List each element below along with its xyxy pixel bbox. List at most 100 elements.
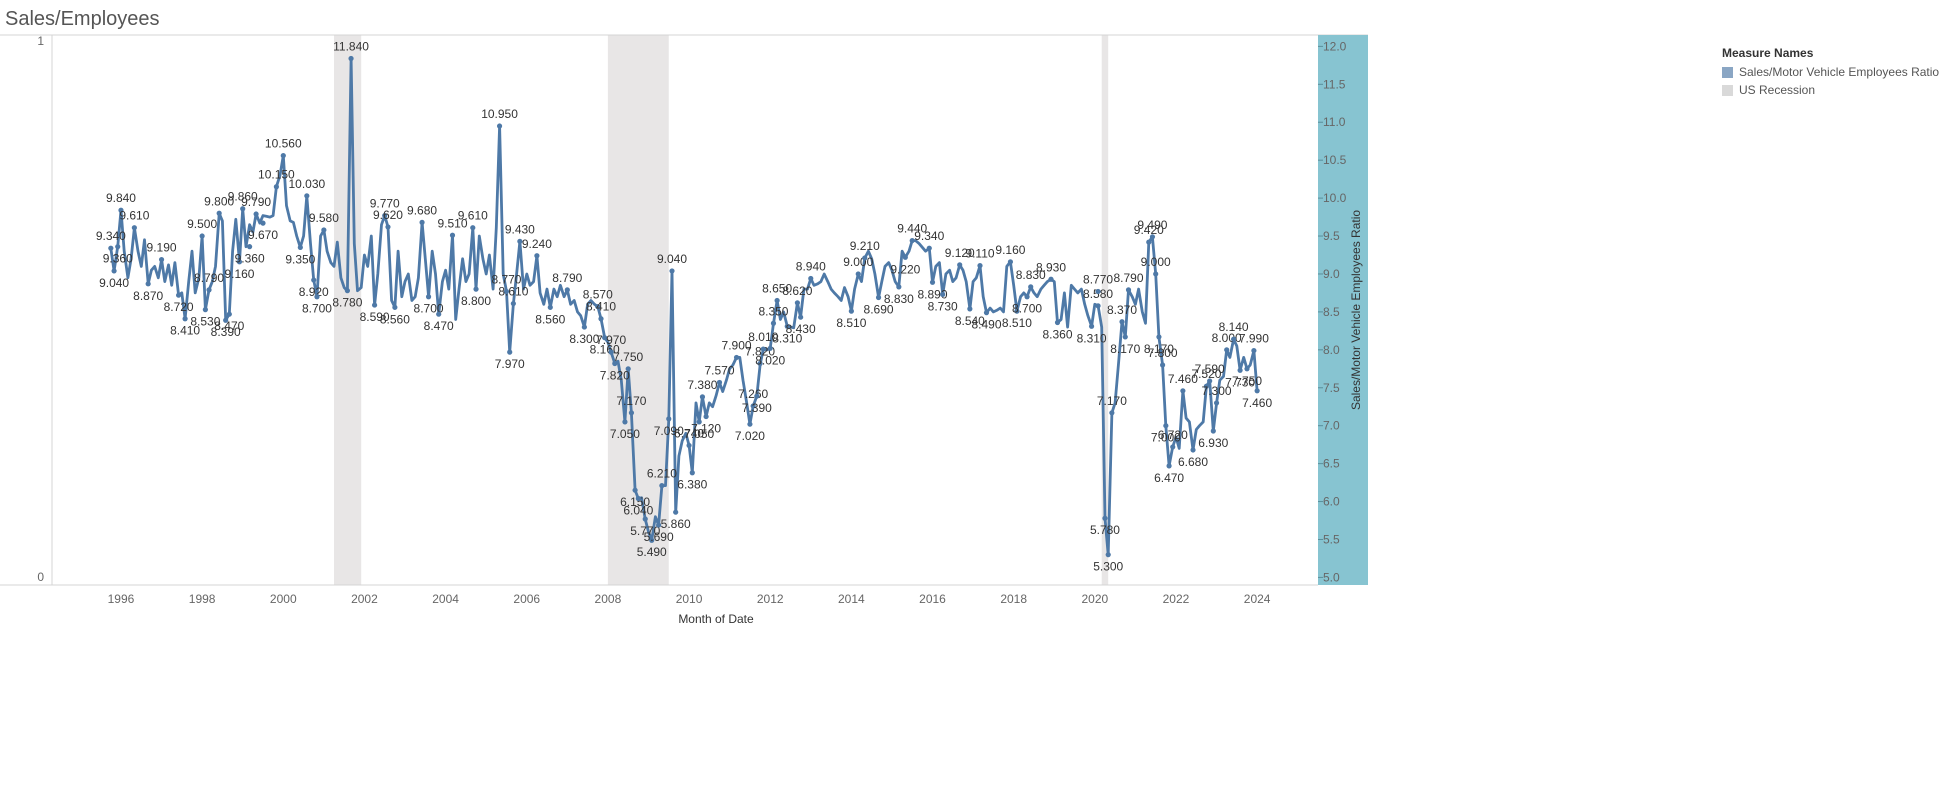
- data-point: [967, 306, 973, 312]
- data-label: 8.770: [1083, 272, 1113, 286]
- data-label: 7.380: [687, 378, 717, 392]
- x-tick-label: 2014: [838, 592, 865, 606]
- data-label: 9.340: [914, 229, 944, 243]
- data-point: [983, 310, 990, 316]
- data-point: [855, 271, 861, 277]
- data-point: [321, 227, 327, 233]
- data-point: [628, 410, 635, 416]
- data-point: [774, 297, 780, 304]
- data-label: 7.460: [1242, 396, 1272, 410]
- data-label: 5.690: [644, 530, 674, 544]
- data-point: [496, 123, 503, 129]
- data-point: [929, 279, 936, 285]
- data-point: [1237, 367, 1243, 373]
- x-tick-label: 2018: [1000, 592, 1027, 606]
- data-point: [115, 244, 121, 250]
- data-point: [767, 345, 773, 351]
- data-point: [1159, 362, 1166, 368]
- data-point: [314, 294, 320, 300]
- y-tick-label: 9.0: [1323, 267, 1340, 281]
- data-point: [669, 268, 675, 274]
- data-point: [977, 263, 983, 269]
- data-point: [311, 277, 317, 283]
- legend-item-recession[interactable]: US Recession: [1722, 83, 1939, 97]
- data-label: 8.700: [302, 302, 332, 316]
- data-label: 8.390: [211, 325, 241, 339]
- data-label: 8.610: [498, 285, 528, 299]
- data-label: 8.310: [1077, 331, 1107, 345]
- data-point: [1149, 234, 1156, 240]
- data-label: 8.930: [1036, 260, 1066, 274]
- data-point: [1125, 287, 1132, 293]
- data-label: 7.390: [742, 401, 772, 415]
- data-label: 10.150: [258, 168, 295, 182]
- x-tick-label: 2004: [432, 592, 459, 606]
- y-tick-label: 7.5: [1323, 381, 1340, 395]
- data-point: [1213, 400, 1220, 406]
- y-tick-label: 11.5: [1323, 77, 1346, 91]
- y-tick-label: 9.5: [1323, 229, 1340, 243]
- data-point: [622, 419, 628, 425]
- data-label: 5.770: [630, 524, 660, 538]
- right-axis-band: [1318, 35, 1368, 585]
- data-label: 7.750: [613, 350, 643, 364]
- x-tick-label: 2020: [1081, 592, 1108, 606]
- data-point: [1024, 294, 1030, 300]
- data-label: 10.560: [265, 137, 302, 151]
- data-label: 8.620: [782, 284, 812, 298]
- data-label: 8.720: [164, 300, 194, 314]
- data-label: 7.050: [684, 427, 714, 441]
- left-y-tick-label: 0: [37, 570, 44, 584]
- data-point: [507, 349, 513, 355]
- data-label: 9.160: [224, 267, 254, 281]
- data-point: [757, 360, 763, 367]
- data-label: 7.750: [1232, 374, 1262, 388]
- data-label: 8.700: [414, 302, 444, 316]
- data-point: [1156, 334, 1162, 340]
- data-label: 8.430: [786, 322, 816, 336]
- data-point: [297, 244, 303, 251]
- data-point: [240, 206, 246, 212]
- data-label: 9.430: [505, 222, 535, 236]
- data-label: 9.790: [241, 195, 271, 209]
- data-point: [902, 254, 908, 260]
- y-tick-label: 5.0: [1323, 570, 1340, 584]
- y-axis-title-right: Sales/Motor Vehicle Employees Ratio: [1349, 210, 1363, 410]
- data-label: 8.800: [461, 294, 491, 308]
- data-label: 9.840: [106, 191, 136, 205]
- data-label: 9.040: [657, 252, 687, 266]
- data-label: 6.210: [647, 467, 677, 481]
- data-label: 9.000: [843, 255, 873, 269]
- data-point: [158, 256, 165, 263]
- data-label: 9.580: [309, 211, 339, 225]
- legend-item-ratio[interactable]: Sales/Motor Vehicle Employees Ratio: [1722, 65, 1939, 79]
- data-point: [612, 360, 618, 367]
- recession-bands: [334, 35, 1109, 585]
- data-label: 8.170: [1110, 342, 1140, 356]
- data-label: 8.530: [190, 315, 220, 329]
- data-point: [926, 245, 932, 251]
- y-tick-label: 6.0: [1323, 495, 1340, 509]
- data-point: [598, 316, 604, 322]
- left-y-tick-label: 1: [37, 34, 44, 48]
- data-label: 7.020: [735, 429, 765, 443]
- x-tick-label: 2022: [1163, 592, 1190, 606]
- data-label: 7.000: [1151, 431, 1181, 445]
- data-point: [202, 307, 208, 313]
- data-label: 6.720: [1158, 428, 1188, 442]
- data-label: 8.310: [772, 331, 802, 345]
- data-point: [747, 421, 753, 427]
- data-label: 9.210: [850, 239, 880, 253]
- data-point: [608, 349, 614, 355]
- data-point: [564, 287, 570, 293]
- data-point: [1105, 552, 1111, 558]
- data-point: [649, 537, 655, 543]
- data-point: [1251, 347, 1257, 354]
- data-point: [176, 292, 182, 298]
- data-label: 7.900: [722, 338, 752, 352]
- data-label: 8.790: [1113, 271, 1143, 285]
- data-label: 7.990: [1239, 332, 1269, 346]
- data-label: 8.700: [1012, 302, 1042, 316]
- data-point: [1095, 303, 1101, 309]
- data-point: [280, 153, 286, 159]
